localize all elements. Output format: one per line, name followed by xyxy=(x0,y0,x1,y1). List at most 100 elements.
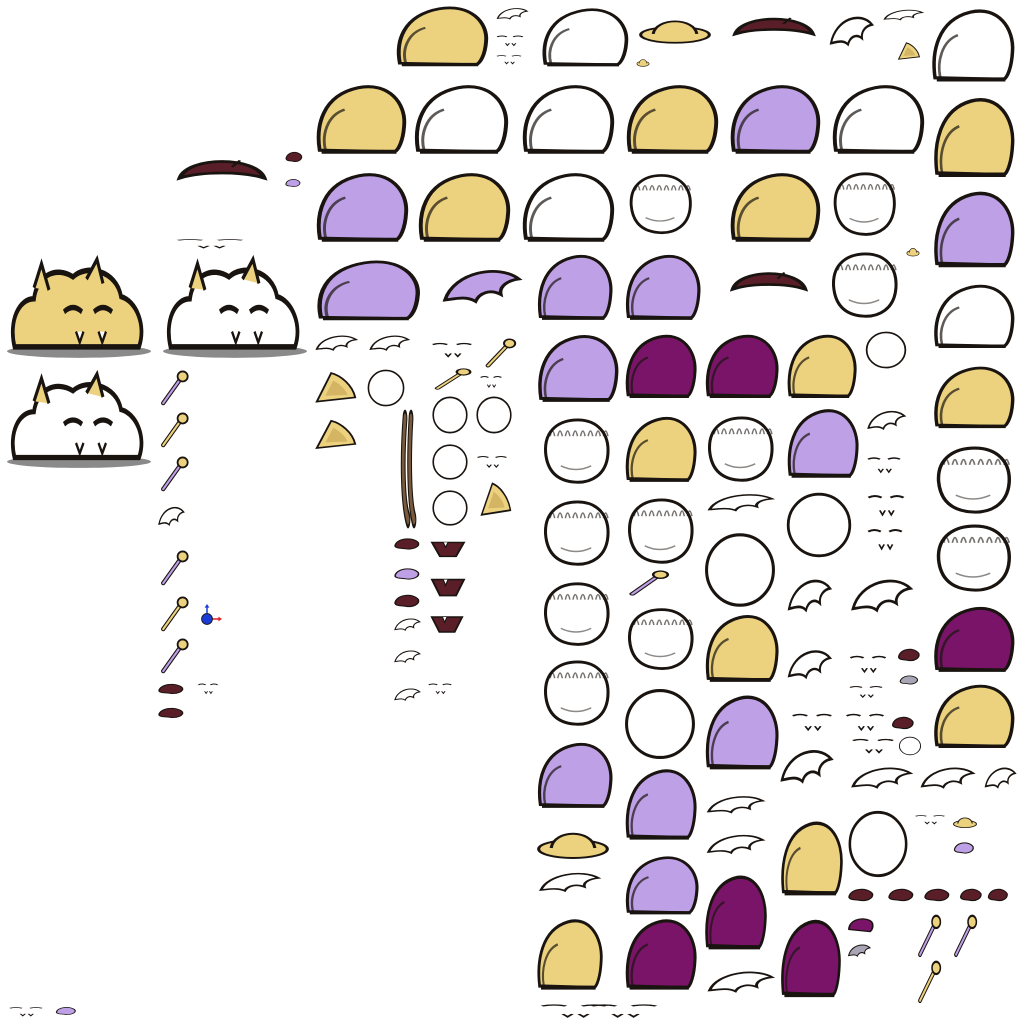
nose-icon xyxy=(922,884,952,906)
blob-icon xyxy=(392,2,490,70)
fur-ball-icon xyxy=(538,414,614,488)
antenna-icon xyxy=(428,368,476,390)
blob-icon xyxy=(410,80,510,158)
fur-ball-icon xyxy=(930,442,1016,518)
nose-icon xyxy=(54,1004,78,1018)
blob-icon xyxy=(784,404,860,482)
nose-icon xyxy=(890,712,916,734)
antenna-icon xyxy=(156,638,192,674)
eye-icon xyxy=(728,4,820,54)
nose-icon xyxy=(986,884,1010,906)
slime-body-icon xyxy=(4,369,154,470)
blob-icon xyxy=(702,610,780,686)
nose-icon xyxy=(156,704,186,722)
blob-icon xyxy=(534,738,614,812)
antenna-icon xyxy=(156,412,192,448)
tuft-icon xyxy=(784,640,834,700)
tuft-icon xyxy=(312,330,360,362)
fur-ball-icon xyxy=(702,412,778,486)
antenna-icon xyxy=(950,914,980,958)
ear-icon xyxy=(478,478,514,524)
tuft-icon xyxy=(846,940,872,966)
blob-icon xyxy=(534,914,604,994)
nose-icon xyxy=(392,590,422,612)
orb-icon xyxy=(622,686,698,762)
tuft-icon xyxy=(436,258,526,328)
eye-icon xyxy=(726,258,812,310)
tuft-icon xyxy=(784,568,834,636)
blob-icon xyxy=(622,412,698,486)
tuft-icon xyxy=(702,488,778,524)
cap-icon xyxy=(636,54,650,68)
antenna-icon xyxy=(156,456,192,492)
nose-icon xyxy=(898,672,920,688)
fur-ball-icon xyxy=(828,168,900,240)
blob-shape-icon xyxy=(426,680,454,696)
antenna-icon xyxy=(156,596,192,632)
tuft-icon xyxy=(534,866,604,906)
blob-icon xyxy=(726,80,822,158)
blob-icon xyxy=(622,330,698,402)
transform-gizmo-icon xyxy=(192,604,222,634)
tuft-icon xyxy=(846,760,916,804)
antenna-icon xyxy=(156,550,192,586)
blob-icon xyxy=(622,914,698,994)
blob-icon xyxy=(778,816,844,900)
mouth-icon xyxy=(428,570,468,602)
orb-icon xyxy=(366,368,406,408)
blob-icon xyxy=(534,330,620,406)
blob-icon xyxy=(534,250,614,324)
eye-icon xyxy=(172,145,272,200)
cap-icon xyxy=(534,814,612,864)
ear-icon xyxy=(312,368,360,410)
shade-icon xyxy=(430,442,470,482)
blob-icon xyxy=(726,168,822,246)
nose-icon xyxy=(392,564,422,584)
tuft-icon xyxy=(846,568,916,636)
tuft-icon xyxy=(494,4,530,28)
blob-icon xyxy=(784,330,858,402)
tuft-icon xyxy=(702,828,768,868)
nose-icon xyxy=(846,884,876,906)
orb-icon xyxy=(898,736,922,756)
blob-icon xyxy=(930,280,1016,352)
fur-ball-icon xyxy=(538,496,614,570)
blob-icon xyxy=(930,680,1016,752)
antenna-icon xyxy=(622,570,674,596)
tuft-icon xyxy=(982,760,1018,804)
orb-icon xyxy=(846,808,910,880)
blob-icon xyxy=(930,362,1016,432)
shade-icon xyxy=(474,394,514,436)
blob-icon xyxy=(622,764,698,844)
antenna-icon xyxy=(156,370,192,406)
mouth-icon xyxy=(428,534,468,562)
blob-shape-icon xyxy=(846,650,890,676)
blob-shape-icon xyxy=(842,708,888,734)
blob-shape-icon xyxy=(864,522,906,554)
nose-icon xyxy=(886,884,916,906)
blob-icon xyxy=(622,852,700,918)
nose-icon xyxy=(958,884,984,906)
blob-icon xyxy=(312,80,408,158)
blob-icon xyxy=(702,330,780,402)
fur-ball-icon xyxy=(826,248,902,322)
blob-icon xyxy=(622,80,720,158)
blob-shape-icon xyxy=(494,32,526,48)
blob-icon xyxy=(930,186,1016,272)
cap-icon xyxy=(952,810,978,830)
fur-ball-icon xyxy=(624,170,696,238)
slime-body-icon xyxy=(160,254,310,360)
shade-icon xyxy=(430,394,470,436)
nose-icon xyxy=(284,176,302,190)
nose-icon xyxy=(392,534,422,554)
ear-icon xyxy=(312,416,360,456)
tuft-icon xyxy=(776,738,836,808)
blob-shape-icon xyxy=(912,812,948,826)
blob-icon xyxy=(538,4,630,70)
mouth-icon xyxy=(428,608,466,638)
nose-icon xyxy=(284,148,304,166)
nose-icon xyxy=(952,838,976,858)
blob-icon xyxy=(930,92,1016,182)
blob-icon xyxy=(312,168,410,246)
